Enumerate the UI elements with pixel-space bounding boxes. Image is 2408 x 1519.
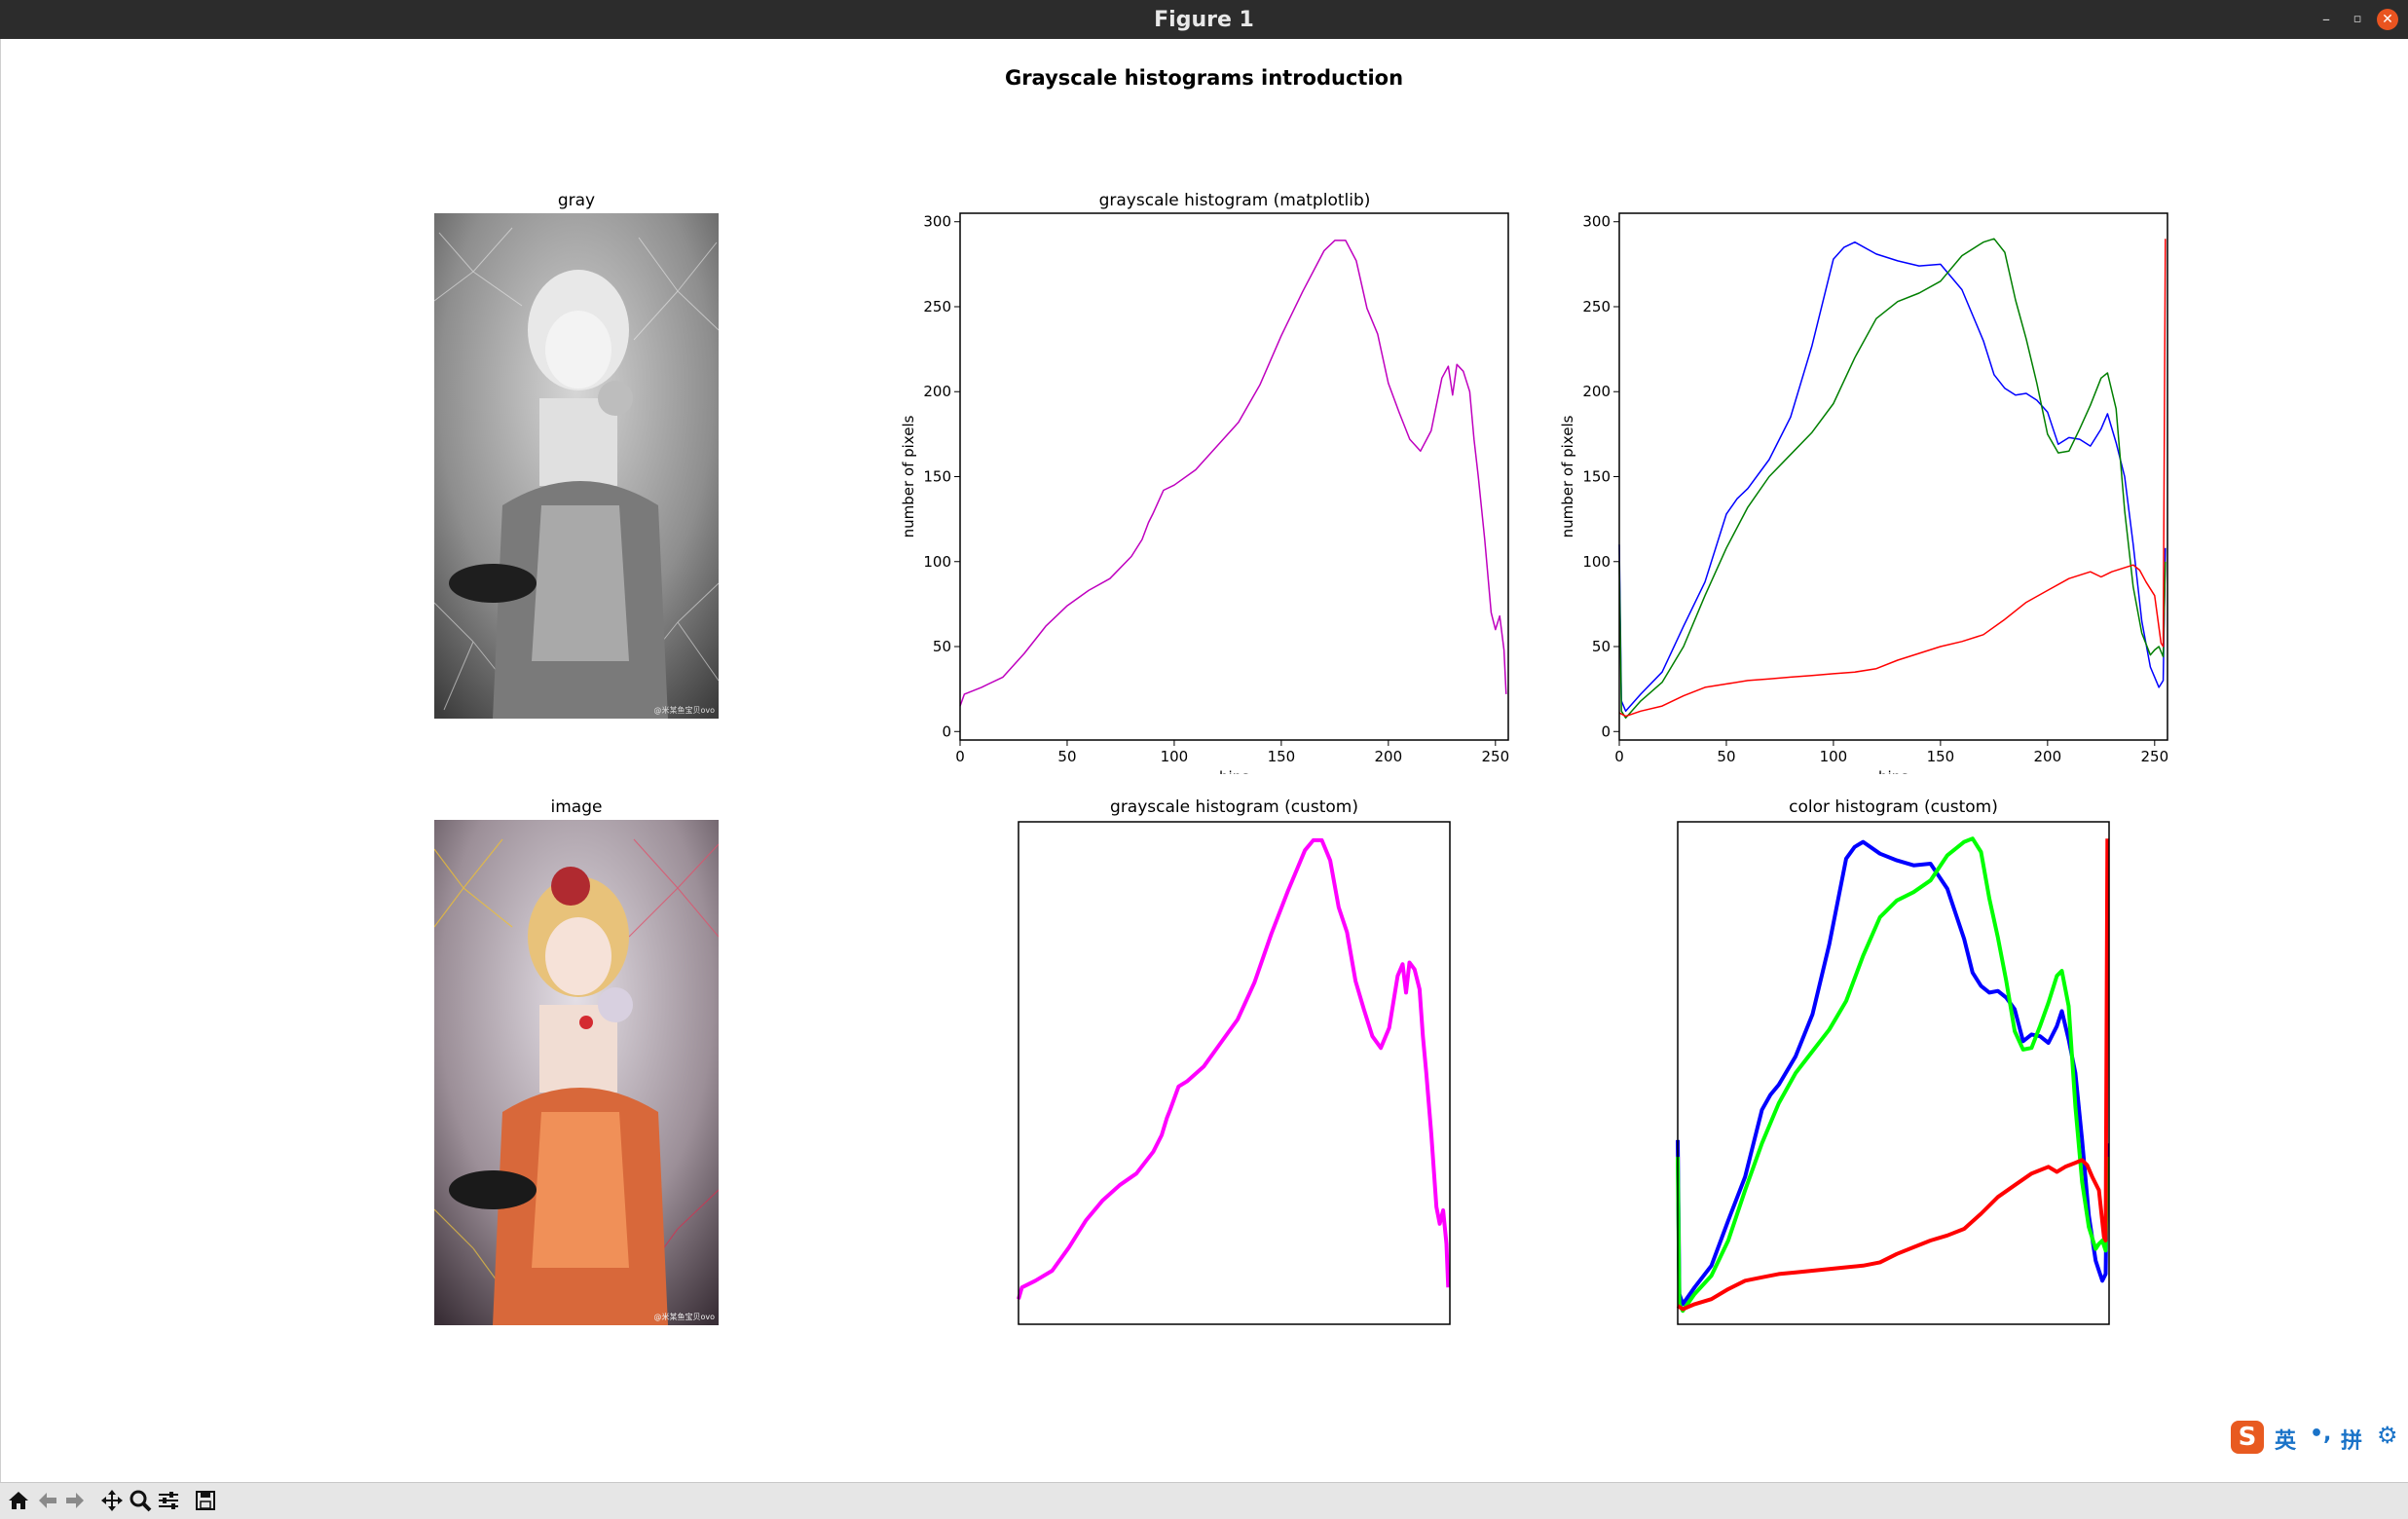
series-line-1: [1676, 836, 2110, 1314]
y-tick-label: 0: [1601, 722, 1611, 740]
figure-suptitle: Grayscale histograms introduction: [1004, 66, 1404, 90]
y-tick-label: 100: [1582, 553, 1611, 571]
y-tick-label: 300: [923, 213, 951, 231]
hist-custom-title: grayscale histogram (custom): [1110, 797, 1358, 817]
x-axis-label: bins: [1878, 768, 1908, 774]
y-tick-label: 100: [923, 553, 951, 571]
y-tick-label: 50: [1592, 638, 1611, 655]
x-axis-label: bins: [1219, 768, 1249, 774]
matplotlib-toolbar: [0, 1482, 2408, 1519]
x-tick-label: 150: [1927, 748, 1955, 765]
series-line-1: [1618, 238, 2167, 720]
y-tick-label: 200: [1582, 383, 1611, 400]
y-tick-label: 250: [923, 298, 951, 315]
series-line-2: [1618, 239, 2167, 718]
x-tick-label: 200: [1375, 748, 1403, 765]
series-line-2: [1676, 838, 2110, 1312]
pan-icon[interactable]: [99, 1488, 125, 1513]
ime-status-bar[interactable]: S 英 •, 拼 ⚙: [2228, 1418, 2408, 1457]
y-tick-label: 50: [933, 638, 951, 655]
maximize-icon[interactable]: ▫: [2352, 12, 2362, 26]
series-line-0: [1676, 839, 2110, 1307]
x-tick-label: 50: [1717, 748, 1735, 765]
gray-image-watermark: @米某鱼宝贝ovo: [653, 706, 715, 715]
ime-mode-toggle[interactable]: 英: [2275, 1429, 2297, 1454]
grayscale-histogram-matplotlib-chart: 0 50 100 150 200 250 0 50 100 150 200 250 300 bins num…: [900, 212, 1509, 774]
x-tick-label: 250: [2140, 748, 2168, 765]
forward-icon[interactable]: [62, 1488, 88, 1513]
gray-image-title: gray: [557, 191, 596, 210]
gray-image: @米某鱼宝贝ovo: [434, 213, 719, 719]
y-tick-label: 250: [1582, 298, 1611, 315]
color-image: @米某鱼宝贝ovo: [434, 820, 719, 1325]
save-icon[interactable]: [193, 1488, 218, 1513]
ime-punctuation-toggle[interactable]: •,: [2310, 1422, 2332, 1446]
ime-logo[interactable]: S: [2231, 1421, 2264, 1454]
x-tick-label: 200: [2034, 748, 2062, 765]
zoom-icon[interactable]: [128, 1488, 153, 1513]
close-icon[interactable]: ✕: [2377, 9, 2398, 30]
color-image-watermark: @米某鱼宝贝ovo: [653, 1313, 715, 1321]
axes-frame: [1018, 821, 1451, 1325]
y-tick-label: 150: [923, 468, 951, 486]
series-line-0: [1017, 837, 1451, 1300]
back-icon[interactable]: [35, 1488, 60, 1513]
minimize-icon[interactable]: –: [2322, 10, 2330, 28]
axes-frame: [1618, 212, 2168, 741]
window-titlebar: Figure 1 – ▫ ✕: [0, 0, 2408, 39]
grayscale-histogram-custom-chart: [1017, 821, 1451, 1325]
configure-subplots-icon[interactable]: [156, 1488, 181, 1513]
axes-frame: [1677, 821, 2110, 1325]
window-title: Figure 1: [1154, 8, 1254, 32]
home-icon[interactable]: [6, 1488, 31, 1513]
x-tick-label: 150: [1268, 748, 1296, 765]
x-tick-label: 0: [955, 748, 965, 765]
ime-input-toggle[interactable]: 拼: [2341, 1429, 2363, 1454]
color-histogram-custom-chart: [1676, 821, 2110, 1325]
x-tick-label: 100: [1161, 748, 1189, 765]
color-hist-custom-title: color histogram (custom): [1789, 797, 1998, 817]
x-tick-label: 0: [1614, 748, 1624, 765]
y-axis-label: number of pixels: [900, 415, 917, 537]
y-tick-label: 200: [923, 383, 951, 400]
x-tick-label: 100: [1820, 748, 1848, 765]
gear-icon[interactable]: ⚙: [2377, 1422, 2398, 1449]
series-line-0: [959, 240, 1507, 707]
figure-canvas: [0, 39, 2408, 1482]
y-tick-label: 300: [1582, 213, 1611, 231]
x-tick-label: 50: [1057, 748, 1076, 765]
y-tick-label: 0: [942, 722, 951, 740]
color-image-title: image: [550, 797, 603, 817]
series-line-0: [1618, 241, 2167, 713]
y-axis-label: number of pixels: [1559, 415, 1576, 537]
y-tick-label: 150: [1582, 468, 1611, 486]
axes-frame: [959, 212, 1509, 741]
color-histogram-matplotlib-chart: 0 50 100 150 200 250 0 50 100 150 200 250 300 bins num…: [1559, 212, 2168, 774]
x-tick-label: 250: [1481, 748, 1509, 765]
hist-matplotlib-title: grayscale histogram (matplotlib): [1098, 191, 1371, 210]
